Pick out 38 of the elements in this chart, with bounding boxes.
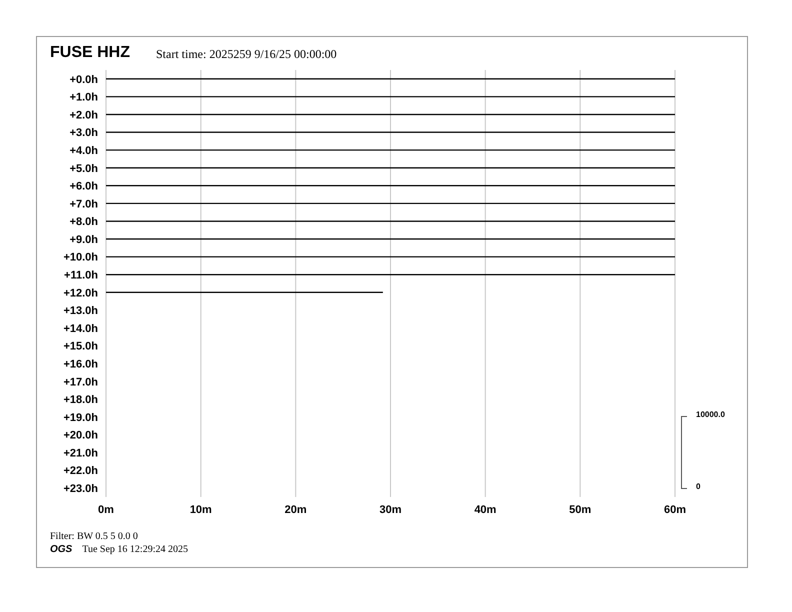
y-tick-label: +23.0h [63, 483, 98, 496]
y-tick-label: +16.0h [63, 358, 98, 370]
x-tick-label: 30m [379, 504, 402, 516]
y-tick-label: +22.0h [63, 465, 98, 478]
chart-subtitle: Start time: 2025259 9/16/25 00:00:00 [156, 47, 337, 62]
y-tick-label: +2.0h [70, 109, 98, 122]
y-tick-label: +8.0h [70, 216, 98, 228]
y-tick-label: +20.0h [63, 430, 98, 442]
x-tick-label: 40m [474, 504, 497, 516]
y-tick-label: +1.0h [70, 92, 98, 104]
text: Filter: BW 0.5 5 0.0 0 [50, 531, 138, 542]
x-tick-label: 20m [284, 504, 307, 516]
y-tick-label: +11.0h [64, 270, 98, 282]
x-tick-label: 0m [98, 504, 114, 516]
chart-title: FUSE HHZ [50, 44, 130, 62]
x-tick-label: 60m [664, 504, 686, 516]
y-tick-label: +18.0h [63, 394, 98, 406]
text: Tue Sep 16 12:29:24 2025 [82, 544, 188, 555]
y-tick-label: +21.0h [63, 447, 98, 460]
y-tick-label: +7.0h [70, 198, 98, 210]
y-tick-label: +19.0h [63, 412, 98, 424]
y-tick-label: +3.0h [70, 127, 98, 140]
y-tick-label: +15.0h [63, 340, 98, 353]
text: OGS [50, 544, 72, 555]
y-tick-label: +14.0h [63, 322, 98, 335]
y-tick-label: +0.0h [70, 74, 98, 86]
y-tick-label: +17.0h [63, 376, 98, 388]
x-tick-label: 10m [190, 504, 212, 516]
y-tick-label: +10.0h [63, 252, 98, 264]
text: 0 [696, 482, 700, 491]
y-tick-label: +4.0h [70, 144, 98, 157]
y-tick-label: +13.0h [63, 305, 98, 318]
y-tick-label: +12.0h [63, 287, 98, 300]
y-tick-label: +6.0h [70, 180, 98, 193]
text: 10000.0 [696, 410, 725, 419]
x-tick-label: 50m [569, 504, 592, 516]
y-tick-label: +5.0h [70, 162, 98, 175]
y-tick-label: +9.0h [70, 234, 98, 246]
